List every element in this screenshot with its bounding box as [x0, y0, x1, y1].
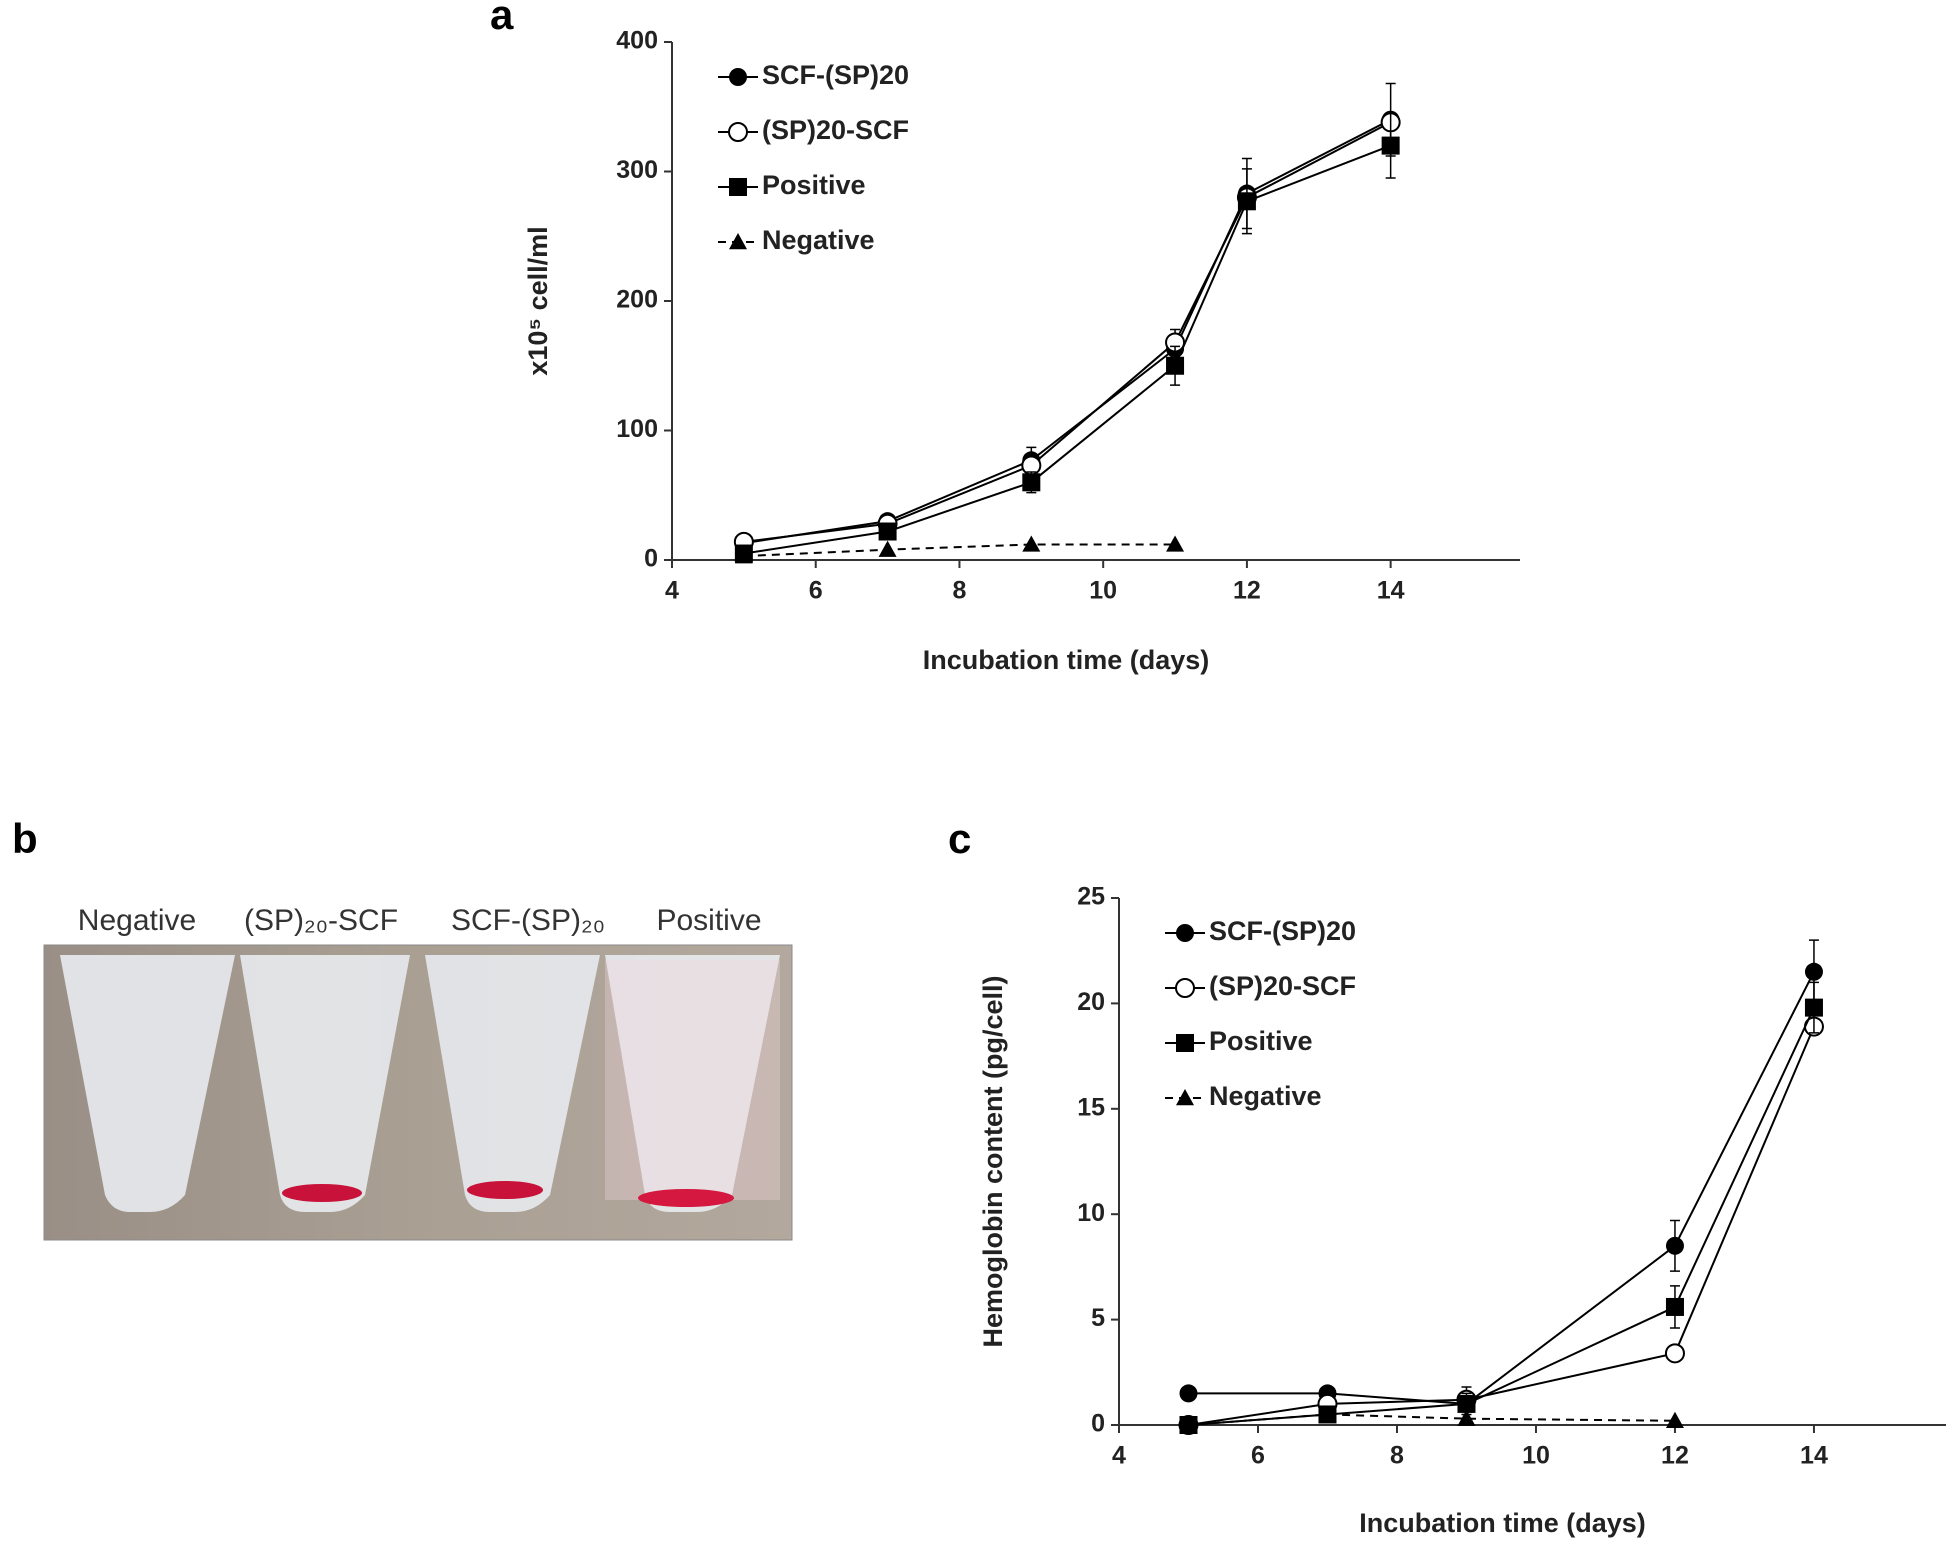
legend-marker [1176, 1089, 1194, 1106]
y-tick-label: 400 [616, 27, 658, 55]
legend-marker [729, 68, 747, 86]
point [1166, 356, 1185, 375]
point [1664, 1343, 1685, 1364]
x-tick-label: 6 [1251, 1442, 1265, 1470]
legend-label: Negative [1209, 1081, 1322, 1111]
x-tick-label: 10 [1522, 1442, 1550, 1470]
legend-label: SCF-(SP)20 [762, 60, 909, 90]
series-line [743, 121, 1392, 543]
point [1665, 1236, 1684, 1255]
point [1457, 1394, 1476, 1413]
legend-label: Negative [762, 225, 875, 255]
point [1457, 1409, 1476, 1426]
point [1237, 192, 1256, 211]
y-tick-label: 5 [1091, 1304, 1105, 1332]
x-tick-label: 8 [953, 577, 967, 605]
y-tick-label: 20 [1077, 988, 1105, 1016]
x-tick-label: 6 [809, 577, 823, 605]
y-tick-label: 0 [1091, 1410, 1105, 1438]
legend-marker [729, 178, 747, 196]
y-tick-label: 0 [644, 545, 658, 573]
tube-label: Positive [656, 904, 761, 937]
legend-marker [728, 122, 748, 142]
legend-label: Positive [762, 170, 866, 200]
x-tick-label: 8 [1390, 1442, 1404, 1470]
x-tick-label: 12 [1661, 1442, 1689, 1470]
legend-label: Positive [1209, 1026, 1313, 1056]
legend-label: (SP)20-SCF [1209, 971, 1356, 1001]
x-tick-label: 10 [1089, 577, 1117, 605]
series-line [743, 144, 1392, 555]
series-line [1188, 1007, 1815, 1426]
point [1665, 1411, 1684, 1428]
legend-label: SCF-(SP)20 [1209, 916, 1356, 946]
y-tick-label: 200 [616, 286, 658, 314]
point [1179, 1384, 1198, 1403]
x-tick-label: 14 [1800, 1442, 1828, 1470]
point [1022, 473, 1041, 492]
legend-marker [729, 233, 747, 250]
y-tick-label: 100 [616, 415, 658, 443]
point [1179, 1416, 1198, 1433]
y-tick-label: 25 [1077, 883, 1105, 911]
series-line [1188, 1413, 1675, 1426]
y-tick-label: 10 [1077, 1199, 1105, 1227]
point [1381, 136, 1400, 155]
point [878, 540, 897, 557]
x-tick-label: 12 [1233, 577, 1261, 605]
point [734, 547, 753, 564]
photo [43, 944, 793, 1241]
panel-label: a [490, 0, 514, 38]
panel-label: b [12, 815, 38, 862]
legend-marker [1175, 978, 1195, 998]
legend-marker [1176, 924, 1194, 942]
x-tick-label: 14 [1377, 577, 1405, 605]
point [1022, 535, 1041, 552]
panel-label: c [948, 815, 971, 862]
y-tick-label: 15 [1077, 1093, 1105, 1121]
x-tick-label: 4 [1112, 1442, 1126, 1470]
x-axis-label: Incubation time (days) [923, 645, 1210, 675]
y-axis-label: x10⁵ cell/ml [523, 226, 553, 375]
point [1804, 962, 1823, 981]
tube-label: Negative [78, 904, 196, 937]
tube-label: SCF-(SP)₂₀ [451, 904, 605, 937]
point [1318, 1405, 1337, 1422]
y-axis-label: Hemoglobin content (pg/cell) [978, 976, 1008, 1348]
legend-label: (SP)20-SCF [762, 115, 909, 145]
series-line [743, 543, 1176, 558]
y-tick-label: 300 [616, 156, 658, 184]
tube-label: (SP)₂₀-SCF [244, 904, 398, 937]
point [878, 522, 897, 541]
legend-marker [1176, 1034, 1194, 1052]
point [1665, 1297, 1684, 1316]
point [1166, 535, 1185, 552]
point [1804, 998, 1823, 1017]
x-tick-label: 4 [665, 577, 679, 605]
x-axis-label: Incubation time (days) [1359, 1508, 1646, 1538]
